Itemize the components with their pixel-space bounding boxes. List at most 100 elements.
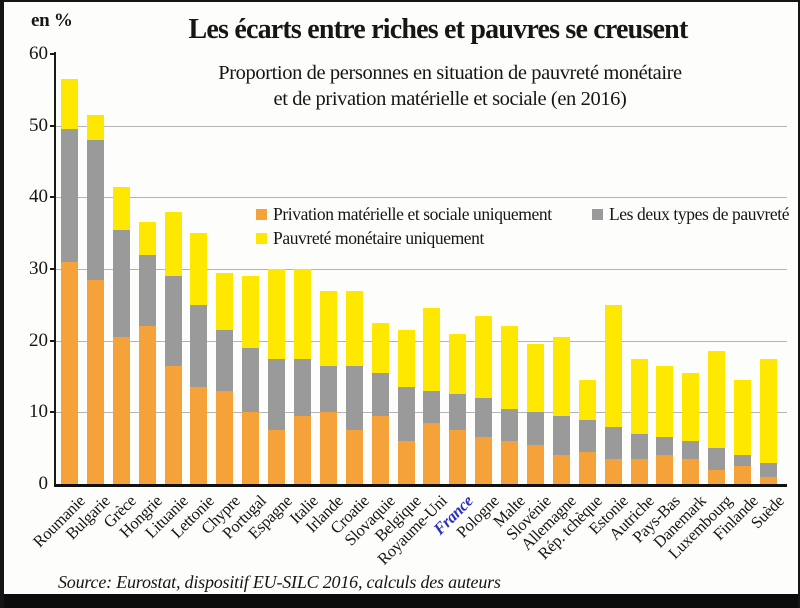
bar-segment: [630, 358, 648, 434]
bar-segment: [294, 415, 311, 484]
bar-segment: [112, 337, 130, 484]
bar-segment: [734, 466, 752, 484]
bar-column-Lettonie: [190, 233, 208, 484]
bar-segment: [604, 304, 622, 427]
bar-segment: [61, 129, 78, 262]
bar-segment: [294, 358, 311, 416]
bar-segment: [397, 387, 415, 441]
y-tick-mark-10: [50, 411, 55, 414]
bar-segment: [734, 380, 752, 456]
y-tick-label-20: 20: [29, 329, 48, 351]
bar-segment: [682, 458, 700, 484]
legend-swatch-yellow: [256, 233, 267, 244]
bar-column-Autriche: [630, 358, 648, 484]
bar-segment: [319, 290, 337, 366]
y-tick-label-30: 30: [29, 258, 48, 279]
y-tick-label-50: 50: [29, 114, 48, 136]
bar-segment: [656, 455, 674, 484]
bar-segment: [708, 469, 726, 484]
bar-segment: [552, 455, 570, 484]
y-tick-label-10: 10: [29, 401, 48, 423]
chart-subtitle-line-2: et de privation matérielle et sociale (e…: [273, 88, 627, 110]
bar-segment: [86, 140, 104, 280]
bar-segment: [112, 186, 130, 230]
bar-column-Italie: [294, 269, 311, 484]
gridline-10: [56, 412, 787, 414]
bar-segment: [345, 290, 363, 366]
bar-segment: [630, 433, 648, 459]
bar-segment: [138, 222, 156, 255]
chart-title: Les écarts entre riches et pauvres se cr…: [188, 14, 689, 45]
bar-segment: [345, 430, 363, 484]
bar-segment: [501, 326, 519, 409]
bar-segment: [656, 437, 674, 456]
bar-segment: [423, 308, 441, 391]
bar-segment: [501, 408, 519, 441]
y-tick-label-40: 40: [29, 186, 48, 208]
bar-column-Croatie: [345, 290, 363, 484]
bar-segment: [527, 344, 545, 413]
legend-item-deux-types: Les deux types de pauvreté: [592, 204, 789, 225]
y-tick-label-60: 60: [29, 43, 48, 64]
bar-segment: [242, 412, 260, 484]
y-tick-label-0: 0: [38, 473, 49, 494]
legend-label-privation: Privation matérielle et sociale uniqueme…: [273, 204, 552, 224]
gridline-40: [56, 197, 787, 199]
bar-segment: [294, 269, 311, 359]
bar-segment: [578, 451, 596, 484]
bar-segment: [61, 261, 78, 484]
bar-segment: [268, 430, 286, 484]
gridline-50: [56, 125, 787, 127]
bar-segment: [734, 455, 752, 467]
bar-segment: [656, 365, 674, 438]
bar-segment: [164, 276, 182, 366]
bar-column-Espagne: [268, 269, 286, 484]
bar-column-Royaume-Uni: [423, 308, 441, 484]
bar-segment: [578, 380, 596, 420]
y-axis-unit-label: en %: [31, 10, 73, 31]
legend-item-monetaire: Pauvreté monétaire uniquement: [256, 228, 484, 249]
bar-segment: [319, 412, 337, 484]
bar-column-Malte: [501, 326, 519, 484]
bar-column-Rép. tchèque: [578, 380, 596, 484]
y-axis-line: [54, 52, 56, 485]
bar-segment: [682, 372, 700, 442]
y-tick-mark-30: [50, 268, 55, 270]
legend-swatch-orange: [256, 209, 267, 220]
bar-segment: [164, 365, 182, 484]
bar-segment: [527, 444, 545, 484]
gridline-20: [56, 340, 787, 342]
bar-segment: [61, 79, 78, 130]
bar-segment: [527, 412, 545, 445]
bar-column-Lituanie: [164, 211, 182, 484]
legend-label-deux-types: Les deux types de pauvreté: [609, 204, 790, 224]
bar-segment: [242, 276, 260, 348]
bar-segment: [268, 358, 286, 431]
bar-segment: [682, 441, 700, 459]
bar-segment: [501, 441, 519, 484]
chart-subtitle-line-1: Proportion de personnes en situation de …: [218, 62, 682, 84]
bar-segment: [268, 269, 286, 359]
bar-segment: [475, 437, 493, 484]
bar-segment: [164, 211, 182, 277]
bar-segment: [319, 365, 337, 413]
legend-item-privation: Privation matérielle et sociale uniqueme…: [256, 204, 552, 225]
y-tick-mark-20: [50, 339, 55, 342]
bar-segment: [397, 329, 415, 388]
bar-segment: [216, 329, 234, 391]
bar-column-Grèce: [112, 186, 130, 484]
bar-column-Pays-Bas: [656, 365, 674, 484]
bar-column-Luxembourg: [708, 351, 726, 484]
bar-segment: [371, 415, 389, 484]
bar-segment: [630, 458, 648, 484]
bar-segment: [190, 387, 208, 484]
bar-column-Belgique: [397, 329, 415, 484]
bar-segment: [345, 365, 363, 431]
bar-segment: [371, 322, 389, 373]
bar-segment: [760, 462, 778, 477]
bar-segment: [216, 390, 234, 484]
bar-segment: [423, 390, 441, 424]
bar-segment: [708, 448, 726, 470]
bar-segment: [86, 114, 104, 140]
